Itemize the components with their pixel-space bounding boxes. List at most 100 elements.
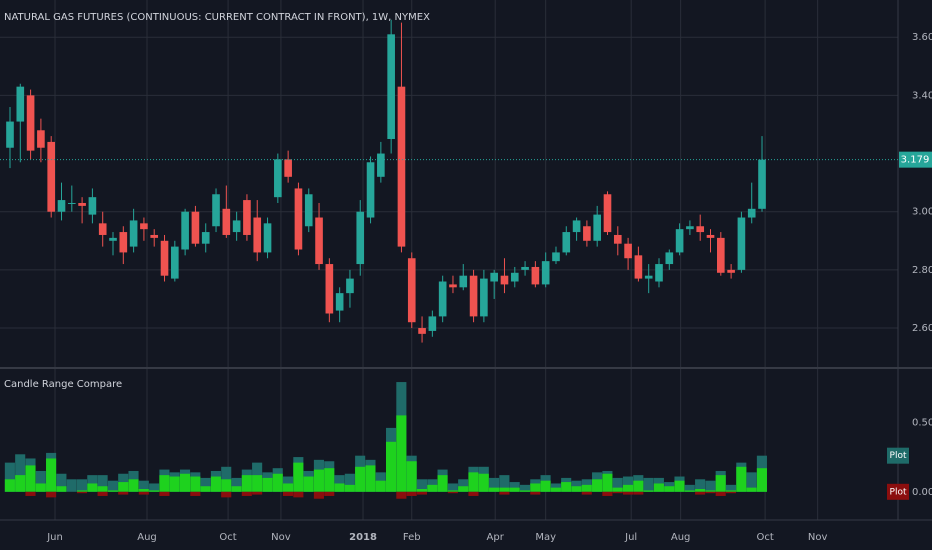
indicator-bar — [612, 487, 623, 492]
indicator-bar — [76, 491, 88, 494]
candle-body — [418, 328, 426, 334]
indicator-bar — [581, 484, 592, 492]
indicator-bar — [571, 486, 582, 492]
candle-body — [232, 220, 241, 233]
candle-body — [356, 211, 365, 265]
candle-body — [407, 258, 416, 323]
indicator-bar — [581, 491, 592, 495]
indicator-bar — [313, 469, 324, 492]
indicator-bar — [4, 479, 15, 492]
indicator-bar — [118, 491, 129, 495]
candle-body — [459, 275, 468, 288]
candle-body — [98, 223, 107, 235]
indicator-bar — [97, 475, 108, 492]
candle-body — [686, 226, 694, 230]
candle-body — [150, 234, 159, 238]
indicator-bar — [695, 479, 706, 492]
indicator-bar — [334, 483, 345, 492]
indicator-bar — [509, 482, 520, 492]
candle-body — [438, 281, 447, 317]
indicator-bar — [530, 483, 541, 492]
candle-body — [171, 246, 179, 279]
indicator-bar — [447, 490, 458, 492]
indicator-bar — [15, 454, 26, 492]
y-tick-label: 3.600 — [912, 32, 932, 43]
candle-body — [212, 194, 220, 227]
candle-body — [26, 95, 35, 151]
candle-body — [88, 197, 97, 215]
indicator-bar — [25, 465, 36, 492]
indicator-bar — [695, 489, 706, 492]
candle-body — [758, 159, 766, 209]
indicator-bar — [282, 491, 294, 496]
candle-body — [78, 202, 86, 206]
candle-body — [469, 275, 478, 317]
indicator-bar — [602, 491, 613, 496]
indicator-bar — [705, 480, 716, 492]
candle-body — [572, 220, 581, 233]
indicator-bar — [519, 484, 531, 492]
x-tick-label: Apr — [487, 532, 505, 543]
candle-body — [706, 234, 715, 238]
indicator-bar — [684, 490, 695, 492]
indicator-bar — [406, 491, 417, 496]
indicator-bar — [612, 491, 623, 494]
candle-body — [294, 188, 303, 250]
candle-body — [160, 240, 169, 276]
candle-body — [109, 237, 117, 241]
candle-body — [593, 214, 602, 241]
x-tick-label: Jun — [46, 532, 63, 543]
indicator-bar — [138, 480, 149, 492]
candle-body — [541, 261, 550, 285]
candle-body — [521, 266, 529, 270]
candle-body — [181, 211, 189, 250]
candle-body — [201, 232, 210, 244]
indicator-bar — [252, 491, 263, 495]
x-tick-label: May — [535, 532, 556, 543]
candle-body — [335, 293, 344, 311]
candle-body — [675, 229, 684, 253]
indicator-bar — [324, 468, 335, 492]
candle-body — [304, 194, 313, 227]
indicator-bar — [643, 477, 654, 492]
indicator-bar — [25, 491, 36, 496]
x-tick-label: 2018 — [349, 532, 377, 543]
indicator-bar — [746, 487, 757, 492]
indicator-bar — [107, 480, 118, 492]
indicator-bar — [107, 490, 118, 492]
indicator-bar — [138, 491, 149, 495]
candle-body — [129, 220, 138, 247]
candle-body — [274, 159, 282, 198]
indicator-bar — [231, 486, 242, 492]
indicator-bar — [416, 479, 428, 492]
indicator-bar — [653, 483, 664, 492]
indicator-bar — [138, 489, 149, 492]
indicator-bar — [76, 479, 88, 492]
indicator-bar — [149, 490, 160, 492]
indicator-bar — [406, 461, 417, 492]
indicator-bar — [705, 490, 716, 492]
indicator-bar — [149, 483, 160, 492]
indicator-bar — [499, 487, 510, 492]
last-price-label: 3.179 — [901, 155, 930, 166]
candle-body — [644, 275, 653, 279]
indicator-bar — [602, 473, 613, 492]
indicator-bar — [46, 458, 57, 492]
indicator-bar — [489, 487, 500, 492]
indicator-bar — [169, 476, 180, 492]
indicator-bar — [375, 480, 386, 492]
candle-body — [624, 243, 632, 259]
candle-body — [284, 159, 292, 177]
candle-body — [6, 121, 14, 148]
candle-body — [665, 252, 674, 265]
candle-body — [263, 223, 272, 253]
last-price-badge — [899, 151, 932, 168]
indicator-bar — [221, 491, 232, 498]
indicator-bar — [622, 484, 634, 492]
indicator-bar — [210, 476, 221, 492]
indicator-bar — [725, 484, 737, 492]
candle-body — [449, 284, 457, 288]
indicator-bar — [756, 468, 767, 492]
x-tick-label: Aug — [671, 532, 691, 543]
